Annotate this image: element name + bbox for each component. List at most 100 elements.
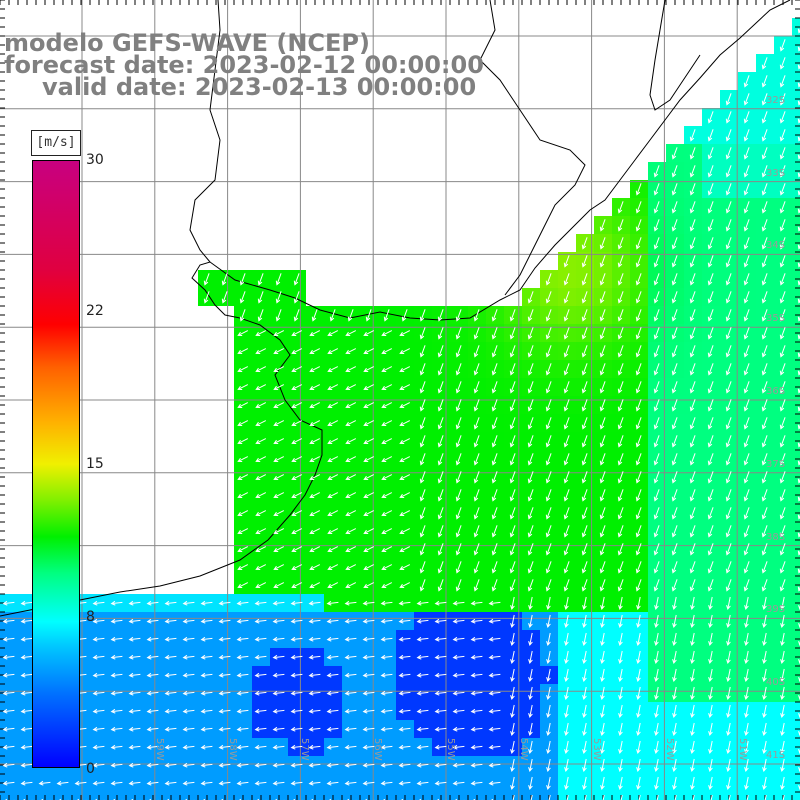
wind-arrow — [707, 309, 714, 322]
wind-arrow — [510, 704, 515, 719]
wind-arrow — [182, 618, 195, 624]
wind-arrow — [761, 381, 768, 394]
wind-arrow — [708, 776, 713, 791]
wind-arrow — [182, 726, 195, 732]
wind-arrow — [708, 740, 713, 755]
wind-arrow — [291, 474, 303, 480]
wind-arrow — [761, 255, 768, 268]
wind-arrow — [761, 75, 768, 88]
wind-arrow — [327, 582, 339, 588]
wind-arrow — [470, 600, 483, 606]
wind-arrow — [308, 690, 321, 696]
wind-arrow — [635, 507, 642, 520]
wind-arrow — [491, 489, 498, 502]
wind-arrow — [707, 363, 714, 376]
wind-arrow — [779, 363, 786, 376]
wind-arrow — [545, 489, 552, 502]
wind-arrow — [255, 402, 267, 408]
wind-arrow — [399, 402, 411, 408]
wind-arrow — [381, 492, 393, 498]
wind-arrow — [653, 219, 660, 232]
wind-arrow — [293, 273, 300, 286]
wind-arrow — [326, 762, 339, 768]
wind-arrow — [761, 201, 768, 214]
wind-arrow — [200, 744, 213, 750]
wind-arrow — [599, 255, 606, 268]
wind-arrow — [455, 435, 462, 448]
wind-arrow — [419, 579, 426, 592]
wind-arrow — [200, 636, 213, 642]
wind-arrow — [689, 543, 696, 556]
wind-arrow — [236, 762, 249, 768]
wind-arrow — [636, 668, 641, 683]
wind-arrow — [707, 579, 714, 592]
border-path-2 — [479, 0, 586, 296]
wind-arrow — [437, 309, 444, 322]
wind-arrow — [563, 471, 570, 484]
wind-arrow — [473, 381, 480, 394]
wind-arrow — [399, 438, 411, 444]
wind-arrow — [255, 582, 267, 588]
wind-arrow — [434, 690, 447, 696]
wind-arrow — [164, 654, 177, 660]
wind-arrow — [473, 489, 480, 502]
wind-arrow — [761, 93, 768, 106]
wind-arrow — [309, 582, 321, 588]
wind-arrow — [617, 309, 624, 322]
wind-arrow — [761, 363, 768, 376]
forecast-date: forecast date: 2023-02-12 00:00:00 — [4, 51, 484, 79]
wind-arrow — [290, 726, 303, 732]
wind-arrow — [779, 561, 786, 574]
wind-arrow — [671, 507, 678, 520]
wind-arrow — [237, 546, 249, 552]
wind-arrow — [309, 546, 321, 552]
wind-arrow — [654, 686, 659, 701]
wind-arrow — [528, 776, 533, 791]
wind-arrow — [581, 255, 588, 268]
wind-arrow — [380, 600, 393, 606]
wind-arrow — [362, 636, 375, 642]
wind-arrow — [563, 507, 570, 520]
wind-arrow — [653, 579, 660, 592]
wind-arrow — [434, 744, 447, 750]
wind-arrow — [618, 776, 623, 791]
wind-arrow — [146, 690, 159, 696]
wind-arrow — [470, 762, 483, 768]
wind-arrow — [762, 668, 767, 683]
wind-arrow — [689, 165, 696, 178]
wind-arrow — [509, 525, 516, 538]
wind-arrow — [237, 402, 249, 408]
wind-arrow — [509, 561, 516, 574]
wind-arrow — [725, 561, 732, 574]
wind-arrow — [527, 489, 534, 502]
lon-label: 51W — [737, 738, 748, 761]
wind-arrow — [363, 420, 375, 426]
wind-arrow — [362, 690, 375, 696]
wind-arrow — [399, 510, 411, 516]
wind-arrow — [725, 381, 732, 394]
lon-label: 59W — [154, 738, 165, 761]
wind-arrow — [617, 417, 624, 430]
wind-arrow — [654, 776, 659, 791]
wind-arrow — [618, 704, 623, 719]
wind-arrow — [546, 632, 551, 647]
wind-arrow — [545, 417, 552, 430]
wind-arrow — [255, 366, 267, 372]
wind-arrow — [416, 762, 429, 768]
wind-arrow — [546, 740, 551, 755]
wind-arrow — [672, 614, 677, 629]
wind-arrow — [491, 471, 498, 484]
wind-arrow — [398, 618, 411, 624]
wind-arrow — [582, 758, 587, 773]
wind-arrow — [618, 668, 623, 683]
wind-arrow — [761, 561, 768, 574]
wind-arrow — [455, 363, 462, 376]
wind-arrow — [779, 165, 786, 178]
wind-arrow — [128, 690, 141, 696]
wind-arrow — [725, 273, 732, 286]
lon-label: 53W — [591, 738, 602, 761]
wind-arrow — [762, 722, 767, 737]
wind-arrow — [381, 510, 393, 516]
wind-arrow — [743, 435, 750, 448]
wind-arrow — [546, 650, 551, 665]
